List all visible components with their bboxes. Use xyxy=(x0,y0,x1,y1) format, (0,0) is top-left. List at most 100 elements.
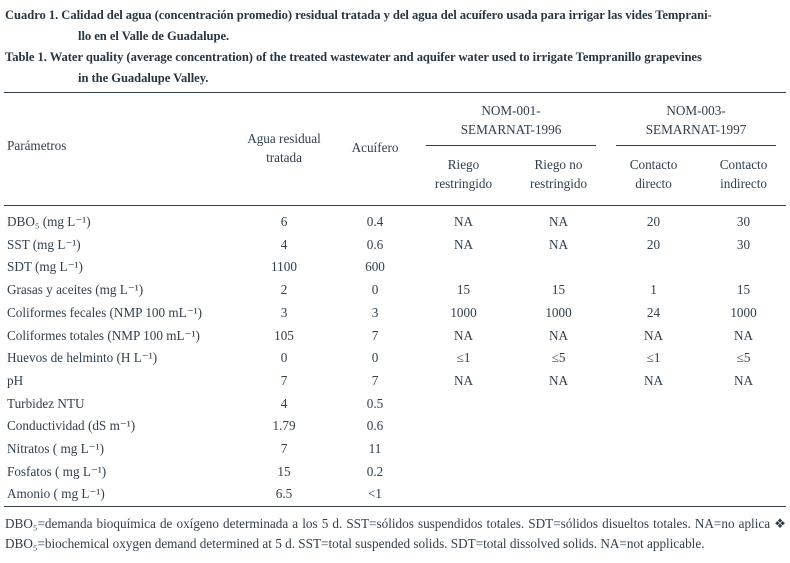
table-body: DBO₅ (mg L⁻¹) 6 0.4 NA NA 20 30 SST (mg … xyxy=(4,204,787,507)
table-row: Coliformes totales (NMP 100 mL⁻¹) 105 7 … xyxy=(4,325,786,348)
table-header: Parámetros Agua residual tratada Acuífer… xyxy=(4,93,786,206)
value-contacto-directo: 1 xyxy=(650,282,657,298)
value-contacto-indirecto xyxy=(701,415,786,438)
param-cell: Turbidez NTU xyxy=(7,395,85,411)
value-acuifero: 0.2 xyxy=(366,463,384,479)
param-cell: Huevos de helminto (H L⁻¹) xyxy=(7,350,158,366)
value-riego-restringido xyxy=(416,438,511,461)
value-acuifero: 11 xyxy=(368,441,382,457)
value-contacto-indirecto xyxy=(701,483,786,506)
value-riego-restringido: NA xyxy=(453,327,474,343)
value-riego-no-restringido: NA xyxy=(511,204,607,234)
value-riego-no-restringido: ≤5 xyxy=(551,350,566,366)
value-contacto-indirecto: 30 xyxy=(701,204,787,234)
value-riego-restringido xyxy=(416,415,511,438)
value-acuifero: 600 xyxy=(365,259,385,275)
param-cell: pH xyxy=(7,372,24,388)
table-row: DBO₅ (mg L⁻¹) 6 0.4 NA NA 20 30 xyxy=(4,204,787,234)
table-row: Coliformes fecales (NMP 100 mL⁻¹) 3 3 10… xyxy=(4,302,786,325)
value-riego-restringido: NA xyxy=(453,372,474,388)
value-riego-no-restringido: 1000 xyxy=(545,304,572,320)
value-contacto-directo: 24 xyxy=(646,304,661,320)
value-contacto-directo: 20 xyxy=(646,236,661,252)
table-row: Turbidez NTU 4 0.5 xyxy=(4,393,786,416)
value-contacto-directo: NA xyxy=(643,327,664,343)
param-cell: DBO₅ (mg L⁻¹) xyxy=(4,204,234,234)
value-contacto-indirecto xyxy=(701,461,786,484)
value-riego-no-restringido: NA xyxy=(548,327,569,343)
table-row: Conductividad (dS m⁻¹) 1.79 0.6 xyxy=(4,415,786,438)
value-contacto-indirecto xyxy=(701,438,786,461)
value-contacto-indirecto xyxy=(701,393,786,416)
value-acuifero: 7 xyxy=(371,327,379,343)
caption-en: Table 1. Water quality (average concentr… xyxy=(5,50,702,85)
value-riego-no-restringido xyxy=(511,461,606,484)
value-agua: 4 xyxy=(280,236,288,252)
value-contacto-directo: NA xyxy=(643,372,664,388)
value-contacto-directo xyxy=(606,483,701,506)
value-agua: 6.5 xyxy=(275,486,293,502)
table-row: pH 7 7 NA NA NA NA xyxy=(4,370,786,393)
value-riego-no-restringido xyxy=(511,393,606,416)
param-cell: Coliformes totales (NMP 100 mL⁻¹) xyxy=(7,327,200,343)
water-quality-table: Parámetros Agua residual tratada Acuífer… xyxy=(4,92,787,508)
value-agua: 6 xyxy=(234,204,334,234)
value-acuifero: 7 xyxy=(371,372,379,388)
value-riego-restringido: NA xyxy=(416,204,511,234)
param-cell: SST (mg L⁻¹) xyxy=(7,236,81,252)
param-cell: Coliformes fecales (NMP 100 mL⁻¹) xyxy=(7,304,203,320)
value-agua: 1.79 xyxy=(272,418,296,434)
param-cell: Fosfatos ( mg L⁻¹) xyxy=(7,463,107,479)
value-riego-restringido: ≤1 xyxy=(456,350,471,366)
column-header-riego-restringido: Riego restringido xyxy=(434,157,493,191)
value-agua: 7 xyxy=(280,441,288,457)
param-cell: Amonio ( mg L⁻¹) xyxy=(7,486,105,502)
value-riego-no-restringido xyxy=(511,256,606,279)
value-acuifero: 0.6 xyxy=(366,418,384,434)
table-row: Huevos de helminto (H L⁻¹) 0 0 ≤1 ≤5 ≤1 … xyxy=(4,347,786,370)
value-agua: 2 xyxy=(280,282,288,298)
value-contacto-directo xyxy=(606,461,701,484)
value-riego-no-restringido xyxy=(511,483,606,506)
value-contacto-directo: ≤1 xyxy=(646,350,661,366)
column-header-contacto-indirecto: Contacto indirecto xyxy=(719,157,768,191)
value-riego-restringido xyxy=(416,256,511,279)
table-row: Nitratos ( mg L⁻¹) 7 11 xyxy=(4,438,786,461)
value-contacto-directo: 20 xyxy=(606,204,702,234)
value-acuifero: 0 xyxy=(371,350,379,366)
value-contacto-directo xyxy=(606,438,701,461)
value-riego-restringido xyxy=(416,483,511,506)
column-header-parametros: Parámetros xyxy=(7,138,67,153)
value-contacto-directo xyxy=(606,393,701,416)
value-acuifero: 0.6 xyxy=(366,236,384,252)
value-acuifero: 0.5 xyxy=(366,395,384,411)
value-contacto-directo xyxy=(606,256,701,279)
group-header-nom001-label: NOM-001- SEMARNAT-1996 xyxy=(426,93,597,146)
value-acuifero: 0.4 xyxy=(334,204,416,234)
table-row: Grasas y aceites (mg L⁻¹) 2 0 15 15 1 15 xyxy=(4,279,786,302)
table-footnote: DBO₅=demanda bioquímica de oxígeno deter… xyxy=(5,516,786,551)
value-riego-no-restringido: NA xyxy=(548,372,569,388)
value-agua: 7 xyxy=(280,372,288,388)
value-contacto-indirecto: ≤5 xyxy=(736,350,751,366)
column-header-riego-no-restringido: Riego no restringido xyxy=(529,157,588,191)
value-acuifero: 0 xyxy=(371,282,379,298)
caption-es: Cuadro 1. Calidad del agua (concentració… xyxy=(5,8,712,43)
value-agua: 0 xyxy=(280,350,288,366)
value-acuifero: 3 xyxy=(371,304,379,320)
value-riego-restringido: 15 xyxy=(456,282,471,298)
value-riego-no-restringido: NA xyxy=(548,236,569,252)
value-riego-restringido xyxy=(416,461,511,484)
value-contacto-indirecto: 15 xyxy=(736,282,751,298)
param-cell: Grasas y aceites (mg L⁻¹) xyxy=(7,282,144,298)
value-riego-restringido xyxy=(416,393,511,416)
value-contacto-indirecto: 30 xyxy=(736,236,751,252)
value-agua: 1100 xyxy=(271,259,297,275)
value-contacto-indirecto: NA xyxy=(733,327,754,343)
value-agua: 105 xyxy=(274,327,294,343)
value-agua: 3 xyxy=(280,304,288,320)
group-header-nom003-label: NOM-003- SEMARNAT-1997 xyxy=(616,93,777,146)
group-header-nom003: NOM-003- SEMARNAT-1997 xyxy=(606,93,786,146)
table-row: SDT (mg L⁻¹) 1100 600 xyxy=(4,256,786,279)
value-riego-no-restringido xyxy=(511,415,606,438)
